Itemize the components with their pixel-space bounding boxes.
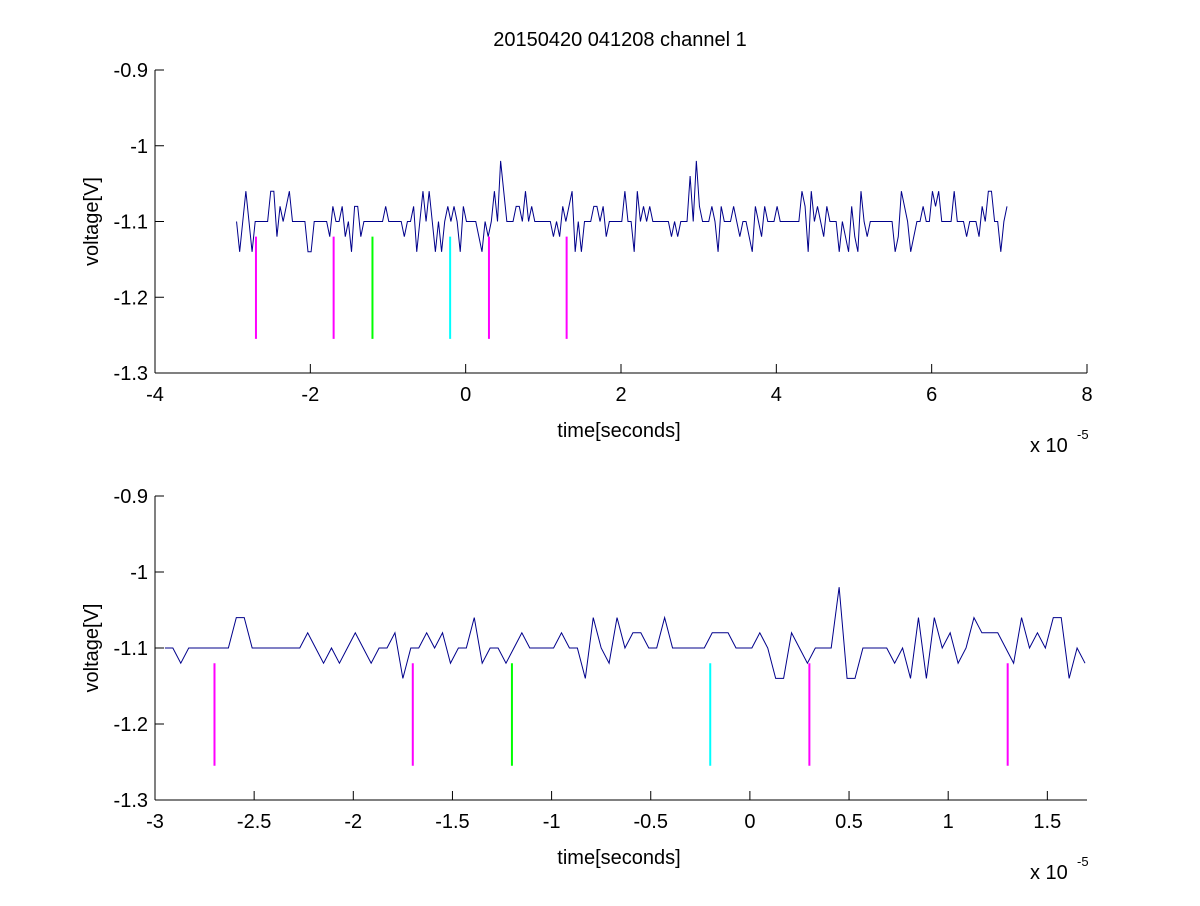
bottom-subplot: -0.9 -1 -1.1 -1.2 -1.3-3 -2.5 -2 -1.5 -1 -0.5 0 0.5… bbox=[81, 486, 1089, 884]
x-tick-label: 1 bbox=[943, 811, 954, 833]
x-tick-label: -1.5 bbox=[435, 811, 469, 833]
y-tick-label: -0.9 bbox=[114, 60, 148, 82]
x-exponent-multiplier: x 10 bbox=[1030, 862, 1068, 884]
y-tick-label: -1.1 bbox=[114, 212, 148, 234]
y-tick-label: -1.2 bbox=[114, 714, 148, 736]
y-tick-label: -1.3 bbox=[114, 790, 148, 812]
x-tick-label: 0 bbox=[460, 384, 471, 406]
y-tick-label: -1 bbox=[130, 562, 148, 584]
y-tick-label: -1 bbox=[130, 136, 148, 158]
x-tick-label: 1.5 bbox=[1033, 811, 1061, 833]
x-tick-label: -4 bbox=[146, 384, 164, 406]
y-tick-label: -1.1 bbox=[114, 638, 148, 660]
signal-trace bbox=[236, 160, 1008, 253]
x-exponent-power: -5 bbox=[1077, 854, 1089, 869]
x-tick-label: 2 bbox=[615, 384, 626, 406]
x-tick-label: 6 bbox=[926, 384, 937, 406]
x-tick-label: -2 bbox=[301, 384, 319, 406]
y-tick-label: -1.3 bbox=[114, 363, 148, 385]
x-tick-label: 8 bbox=[1081, 384, 1092, 406]
y-tick-label: -1.2 bbox=[114, 287, 148, 309]
y-tick-label: -0.9 bbox=[114, 486, 148, 508]
signal-trace bbox=[164, 587, 1086, 679]
x-tick-label: 4 bbox=[771, 384, 782, 406]
y-axis-label: voltage[V] bbox=[81, 177, 103, 266]
x-axis-label: time[seconds] bbox=[557, 847, 680, 869]
figure-title: 20150420 041208 channel 1 bbox=[493, 29, 747, 51]
x-tick-label: -1 bbox=[543, 811, 561, 833]
top-subplot: -0.9 -1 -1.1 -1.2 -1.3-4 -2 0 2 4 6 8 time[seconds]… bbox=[81, 60, 1093, 457]
x-tick-label: 0.5 bbox=[835, 811, 863, 833]
x-axis-label: time[seconds] bbox=[557, 420, 680, 442]
x-tick-label: -2 bbox=[344, 811, 362, 833]
x-tick-label: -0.5 bbox=[634, 811, 668, 833]
x-tick-label: -2.5 bbox=[237, 811, 271, 833]
y-axis-label: voltage[V] bbox=[81, 604, 103, 693]
x-tick-label: -3 bbox=[146, 811, 164, 833]
x-exponent-power: -5 bbox=[1077, 427, 1089, 442]
x-exponent-multiplier: x 10 bbox=[1030, 435, 1068, 457]
x-tick-label: 0 bbox=[744, 811, 755, 833]
